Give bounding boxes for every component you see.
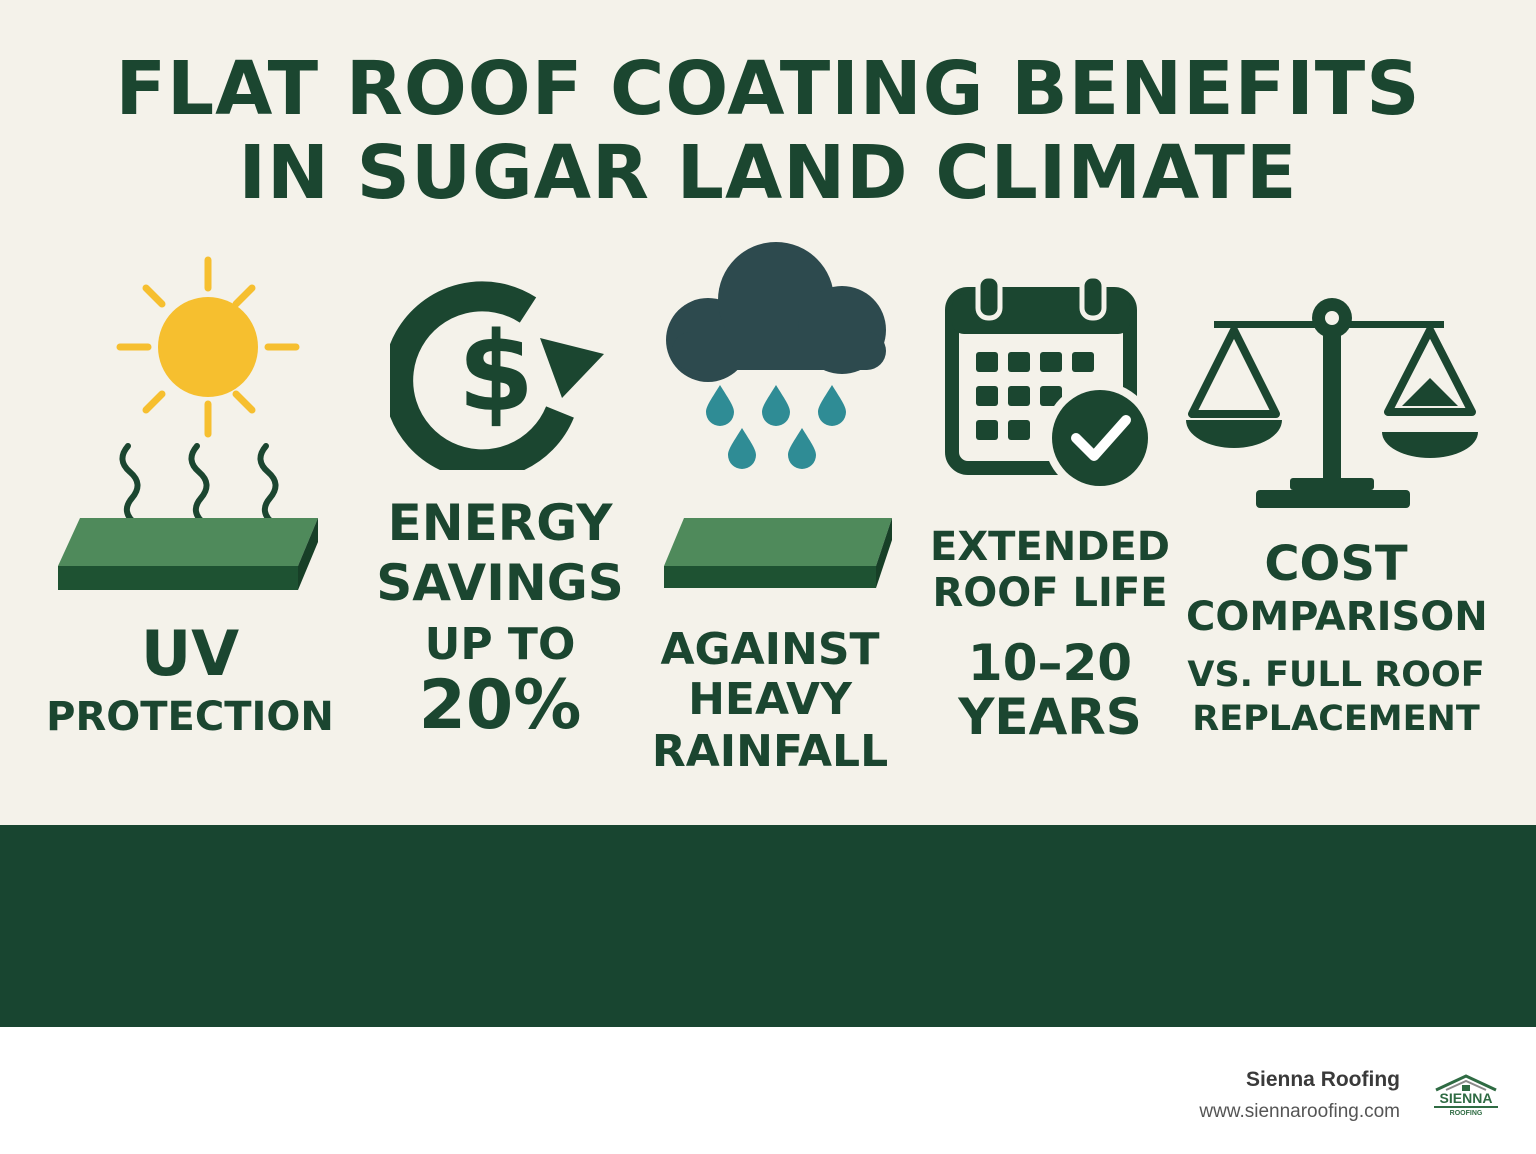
svg-text:$: $ [458,308,535,436]
uv-heading: UV [140,617,240,690]
green-band [0,825,1536,1027]
energy-value: 20% [418,666,582,745]
cost-detail-line-1: VS. FULL ROOF [1187,655,1485,695]
footer [0,1027,1536,1154]
dollar-cycle-icon: $ [390,281,604,470]
rain-cloud-icon [664,242,892,588]
uv-detail: PROTECTION [46,694,334,740]
energy-heading-line-2: SAVINGS [376,554,624,612]
footer-brand: Sienna Roofing [1246,1068,1400,1091]
balance-scale-icon [1186,298,1478,508]
energy-detail: UP TO [424,619,576,670]
sun-heat-icon [58,256,318,590]
rainfall-line-3: RAINFALL [651,726,889,777]
cost-detail-line-2: REPLACEMENT [1192,699,1480,739]
energy-heading-line-1: ENERGY [387,494,613,552]
rainfall-line-2: HEAVY [688,674,852,725]
rainfall-line-1: AGAINST [660,624,880,675]
sienna-roofing-logo: SIENNA ROOFING [1434,1074,1498,1117]
svg-text:ROOFING: ROOFING [1450,1110,1483,1117]
cost-heading-line-2: COMPARISON [1186,594,1488,640]
title-line-1: FLAT ROOF COATING BENEFITS [115,46,1421,132]
poster-area: FLAT ROOF COATING BENEFITS IN SUGAR LAND… [0,0,1536,825]
svg-text:SIENNA: SIENNA [1440,1090,1493,1106]
roof-life-unit: YEARS [958,688,1142,746]
roof-life-heading-line-1: EXTENDED [930,524,1170,570]
roof-life-value: 10–20 [967,634,1133,692]
roof-life-heading-line-2: ROOF LIFE [932,570,1168,616]
title-line-2: IN SUGAR LAND CLIMATE [238,130,1298,216]
cost-heading-line-1: COST [1264,536,1408,592]
calendar-check-icon [945,276,1156,494]
footer-url[interactable]: www.siennaroofing.com [1199,1101,1400,1122]
